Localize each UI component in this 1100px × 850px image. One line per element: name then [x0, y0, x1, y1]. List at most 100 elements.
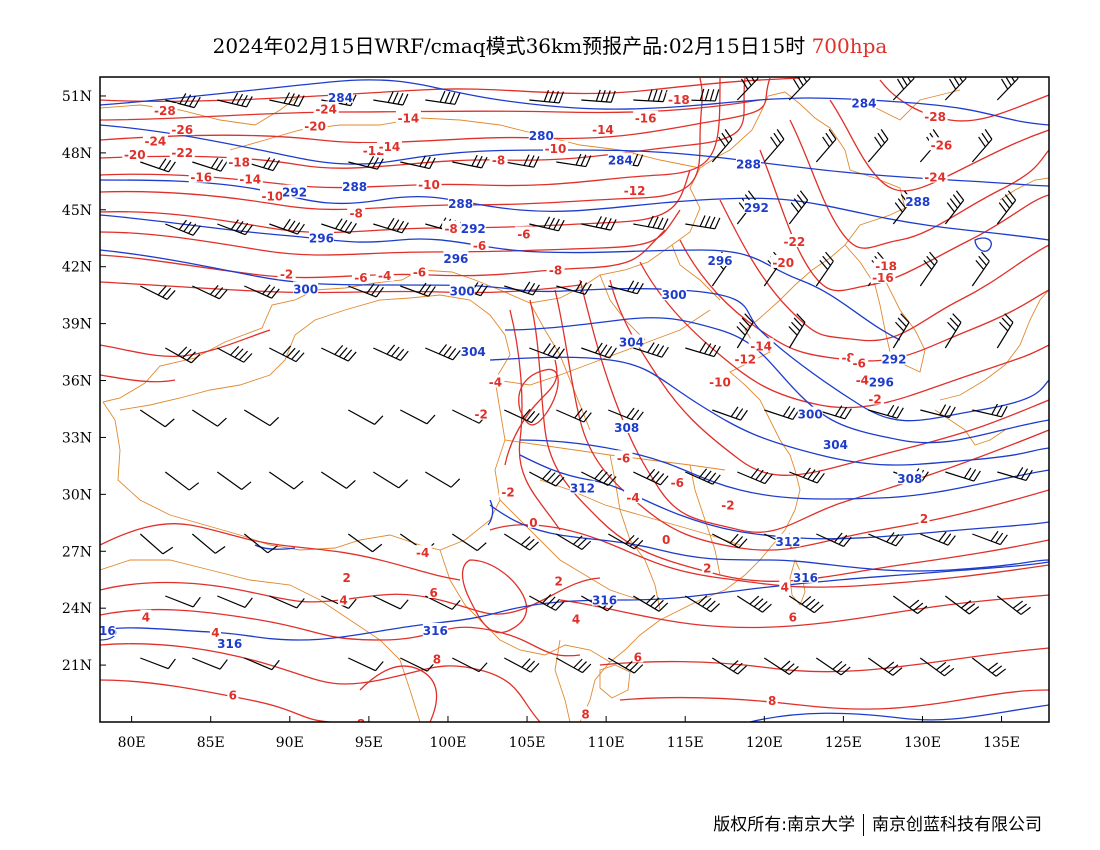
temperature-label-bg [873, 258, 899, 272]
temperature-label: -10 [709, 375, 731, 389]
wind-barb [945, 467, 981, 482]
wind-barb [504, 281, 540, 296]
wind-barb [373, 595, 409, 610]
height-label: 308 [614, 421, 639, 435]
temperature-label: -16 [635, 112, 657, 126]
wind-barb [972, 530, 1008, 546]
wind-barb [348, 409, 384, 425]
y-tick-label: 51N [62, 89, 92, 105]
temperature-label-bg [632, 649, 644, 663]
wind-barb [243, 533, 278, 554]
wind-barb [763, 657, 799, 675]
temperature-label-bg [410, 264, 429, 278]
company-text: 南京创蓝科技有限公司 [872, 815, 1042, 835]
temperature-label-bg [152, 103, 178, 117]
temperature-label-bg [169, 144, 195, 158]
temp-contour [100, 679, 331, 722]
temperature-label: -14 [379, 140, 401, 154]
temperature-label: -28 [154, 104, 176, 118]
wind-barb [452, 657, 488, 673]
wind-barb [789, 467, 825, 484]
china-outer-border [102, 91, 906, 403]
wind-barb [373, 217, 409, 234]
temperature-label: 4 [339, 594, 347, 608]
wind-barb [321, 345, 357, 362]
temperature-label-bg [922, 108, 948, 122]
temperature-label: -4 [489, 375, 502, 389]
temperature-label: -6 [517, 227, 530, 241]
height-label-bg [592, 592, 618, 606]
height-label: 300 [798, 408, 823, 422]
height-label-bg [868, 374, 894, 388]
temp-contour [554, 289, 1049, 551]
height-contour [100, 214, 901, 341]
korea-peninsula [844, 244, 926, 373]
height-label-bg [822, 437, 848, 451]
temperature-label: -12 [734, 353, 756, 367]
wind-barb [192, 157, 228, 172]
temperature-label-bg [853, 372, 872, 386]
temperature-label: -4 [626, 491, 639, 505]
southwest-border [439, 549, 611, 663]
temperature-label: -8 [492, 153, 505, 167]
wind-barb [244, 657, 280, 671]
temp-contour [100, 577, 601, 615]
temperature-label-bg [546, 262, 565, 276]
temp-contour [100, 374, 176, 383]
wind-barb [529, 594, 565, 611]
wind-barb [139, 533, 174, 555]
temperature-label-bg [489, 152, 508, 166]
wind-barb [892, 313, 910, 349]
wind-barb [400, 409, 436, 425]
temperature-label: -14 [239, 172, 261, 186]
temp-contour [789, 119, 1049, 249]
wind-barb [348, 283, 384, 298]
temperature-label: -20 [304, 119, 326, 133]
temperature-label-bg [666, 91, 692, 105]
wind-barb [321, 218, 357, 234]
height-contour [519, 439, 1049, 500]
height-label-bg [707, 253, 733, 267]
temperature-label: 8 [357, 717, 365, 731]
temperature-label-bg [227, 687, 239, 701]
temperature-label: 0 [529, 516, 537, 530]
height-label-bg [422, 622, 448, 636]
height-label: 316 [91, 624, 116, 638]
height-label: 288 [448, 197, 473, 211]
height-contour [100, 79, 1049, 126]
temperature-label-bg [514, 226, 533, 240]
temperature-label-bg [553, 573, 565, 587]
temperature-label-bg [341, 569, 353, 583]
height-label: 292 [881, 353, 906, 367]
wind-barb [971, 657, 1007, 677]
temperature-label-bg [870, 270, 896, 284]
height-label-bg [448, 196, 474, 210]
wind-barb [712, 533, 748, 549]
wind-barb [763, 129, 785, 163]
wind-barb [504, 533, 539, 551]
temp-contour [100, 77, 703, 211]
temp-contour [100, 77, 771, 144]
x-tick-label: 120E [746, 735, 783, 751]
wind-barb [788, 313, 806, 349]
temperature-label: -2 [868, 393, 881, 407]
x-tick-label: 80E [118, 735, 146, 751]
wind-barb [581, 342, 617, 359]
wind-barb [216, 471, 252, 491]
wind-barb [581, 89, 616, 103]
wind-barb [504, 408, 540, 424]
wind-barb [347, 533, 383, 553]
wind-barb [788, 190, 809, 225]
hainan-island [599, 664, 631, 699]
wind-barb [997, 467, 1033, 481]
y-tick-label: 30N [62, 487, 92, 503]
wind-barb [139, 409, 175, 428]
temperature-label-bg [701, 560, 713, 574]
wind-barb [373, 344, 409, 361]
x-tick-label: 95E [355, 735, 383, 751]
wind-barb [971, 129, 993, 163]
temperature-label-bg [928, 137, 954, 151]
temperature-label: -14 [592, 123, 614, 137]
wind-barb [764, 405, 800, 421]
height-label-bg [460, 220, 486, 234]
